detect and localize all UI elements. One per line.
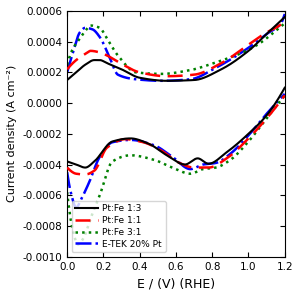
Pt:Fe 3:1 [198, 66, 201, 69]
Line: E-TEK 20% Pt: E-TEK 20% Pt [67, 14, 285, 81]
E-TEK 20% Pt [204, 72, 208, 75]
Pt:Fe 1:3 [198, 78, 201, 81]
E-TEK 20% Pt [198, 75, 201, 78]
Pt:Fe 1:3 [65, 78, 69, 82]
Pt:Fe 1:1 [253, 39, 256, 42]
Line: Pt:Fe 1:3: Pt:Fe 1:3 [67, 17, 285, 81]
Pt:Fe 3:1 [79, 36, 82, 40]
Pt:Fe 1:1 [198, 72, 201, 75]
E-TEK 20% Pt [192, 77, 196, 80]
Pt:Fe 3:1 [253, 45, 256, 48]
Pt:Fe 1:1 [79, 55, 82, 59]
E-TEK 20% Pt [283, 12, 286, 16]
Pt:Fe 1:1 [283, 20, 286, 23]
Pt:Fe 1:3 [283, 15, 286, 19]
Pt:Fe 1:3 [204, 75, 208, 79]
Pt:Fe 1:3 [253, 44, 256, 47]
Pt:Fe 1:1 [65, 67, 69, 71]
Pt:Fe 1:3 [165, 79, 169, 83]
Legend: Pt:Fe 1:3, Pt:Fe 1:1, Pt:Fe 3:1, E-TEK 20% Pt: Pt:Fe 1:3, Pt:Fe 1:1, Pt:Fe 3:1, E-TEK 2… [72, 201, 166, 252]
Pt:Fe 3:1 [192, 68, 196, 71]
Pt:Fe 1:1 [165, 75, 169, 78]
Pt:Fe 1:3 [79, 67, 82, 70]
Pt:Fe 1:3 [192, 78, 196, 82]
E-TEK 20% Pt [65, 71, 69, 74]
Pt:Fe 3:1 [231, 55, 234, 59]
E-TEK 20% Pt [160, 79, 163, 83]
Y-axis label: Current density (A cm⁻²): Current density (A cm⁻²) [7, 65, 17, 203]
Line: Pt:Fe 3:1: Pt:Fe 3:1 [67, 23, 285, 74]
E-TEK 20% Pt [231, 56, 234, 60]
Line: Pt:Fe 1:1: Pt:Fe 1:1 [67, 22, 285, 76]
Pt:Fe 1:1 [231, 54, 234, 58]
Pt:Fe 3:1 [160, 72, 163, 76]
E-TEK 20% Pt [253, 41, 256, 45]
E-TEK 20% Pt [79, 30, 82, 33]
Pt:Fe 1:1 [192, 73, 196, 77]
X-axis label: E / (V) (RHE): E / (V) (RHE) [137, 277, 215, 290]
Pt:Fe 1:3 [231, 61, 234, 64]
Pt:Fe 3:1 [283, 21, 286, 25]
Pt:Fe 1:1 [204, 69, 208, 73]
Pt:Fe 3:1 [204, 64, 208, 67]
Pt:Fe 3:1 [65, 63, 69, 67]
